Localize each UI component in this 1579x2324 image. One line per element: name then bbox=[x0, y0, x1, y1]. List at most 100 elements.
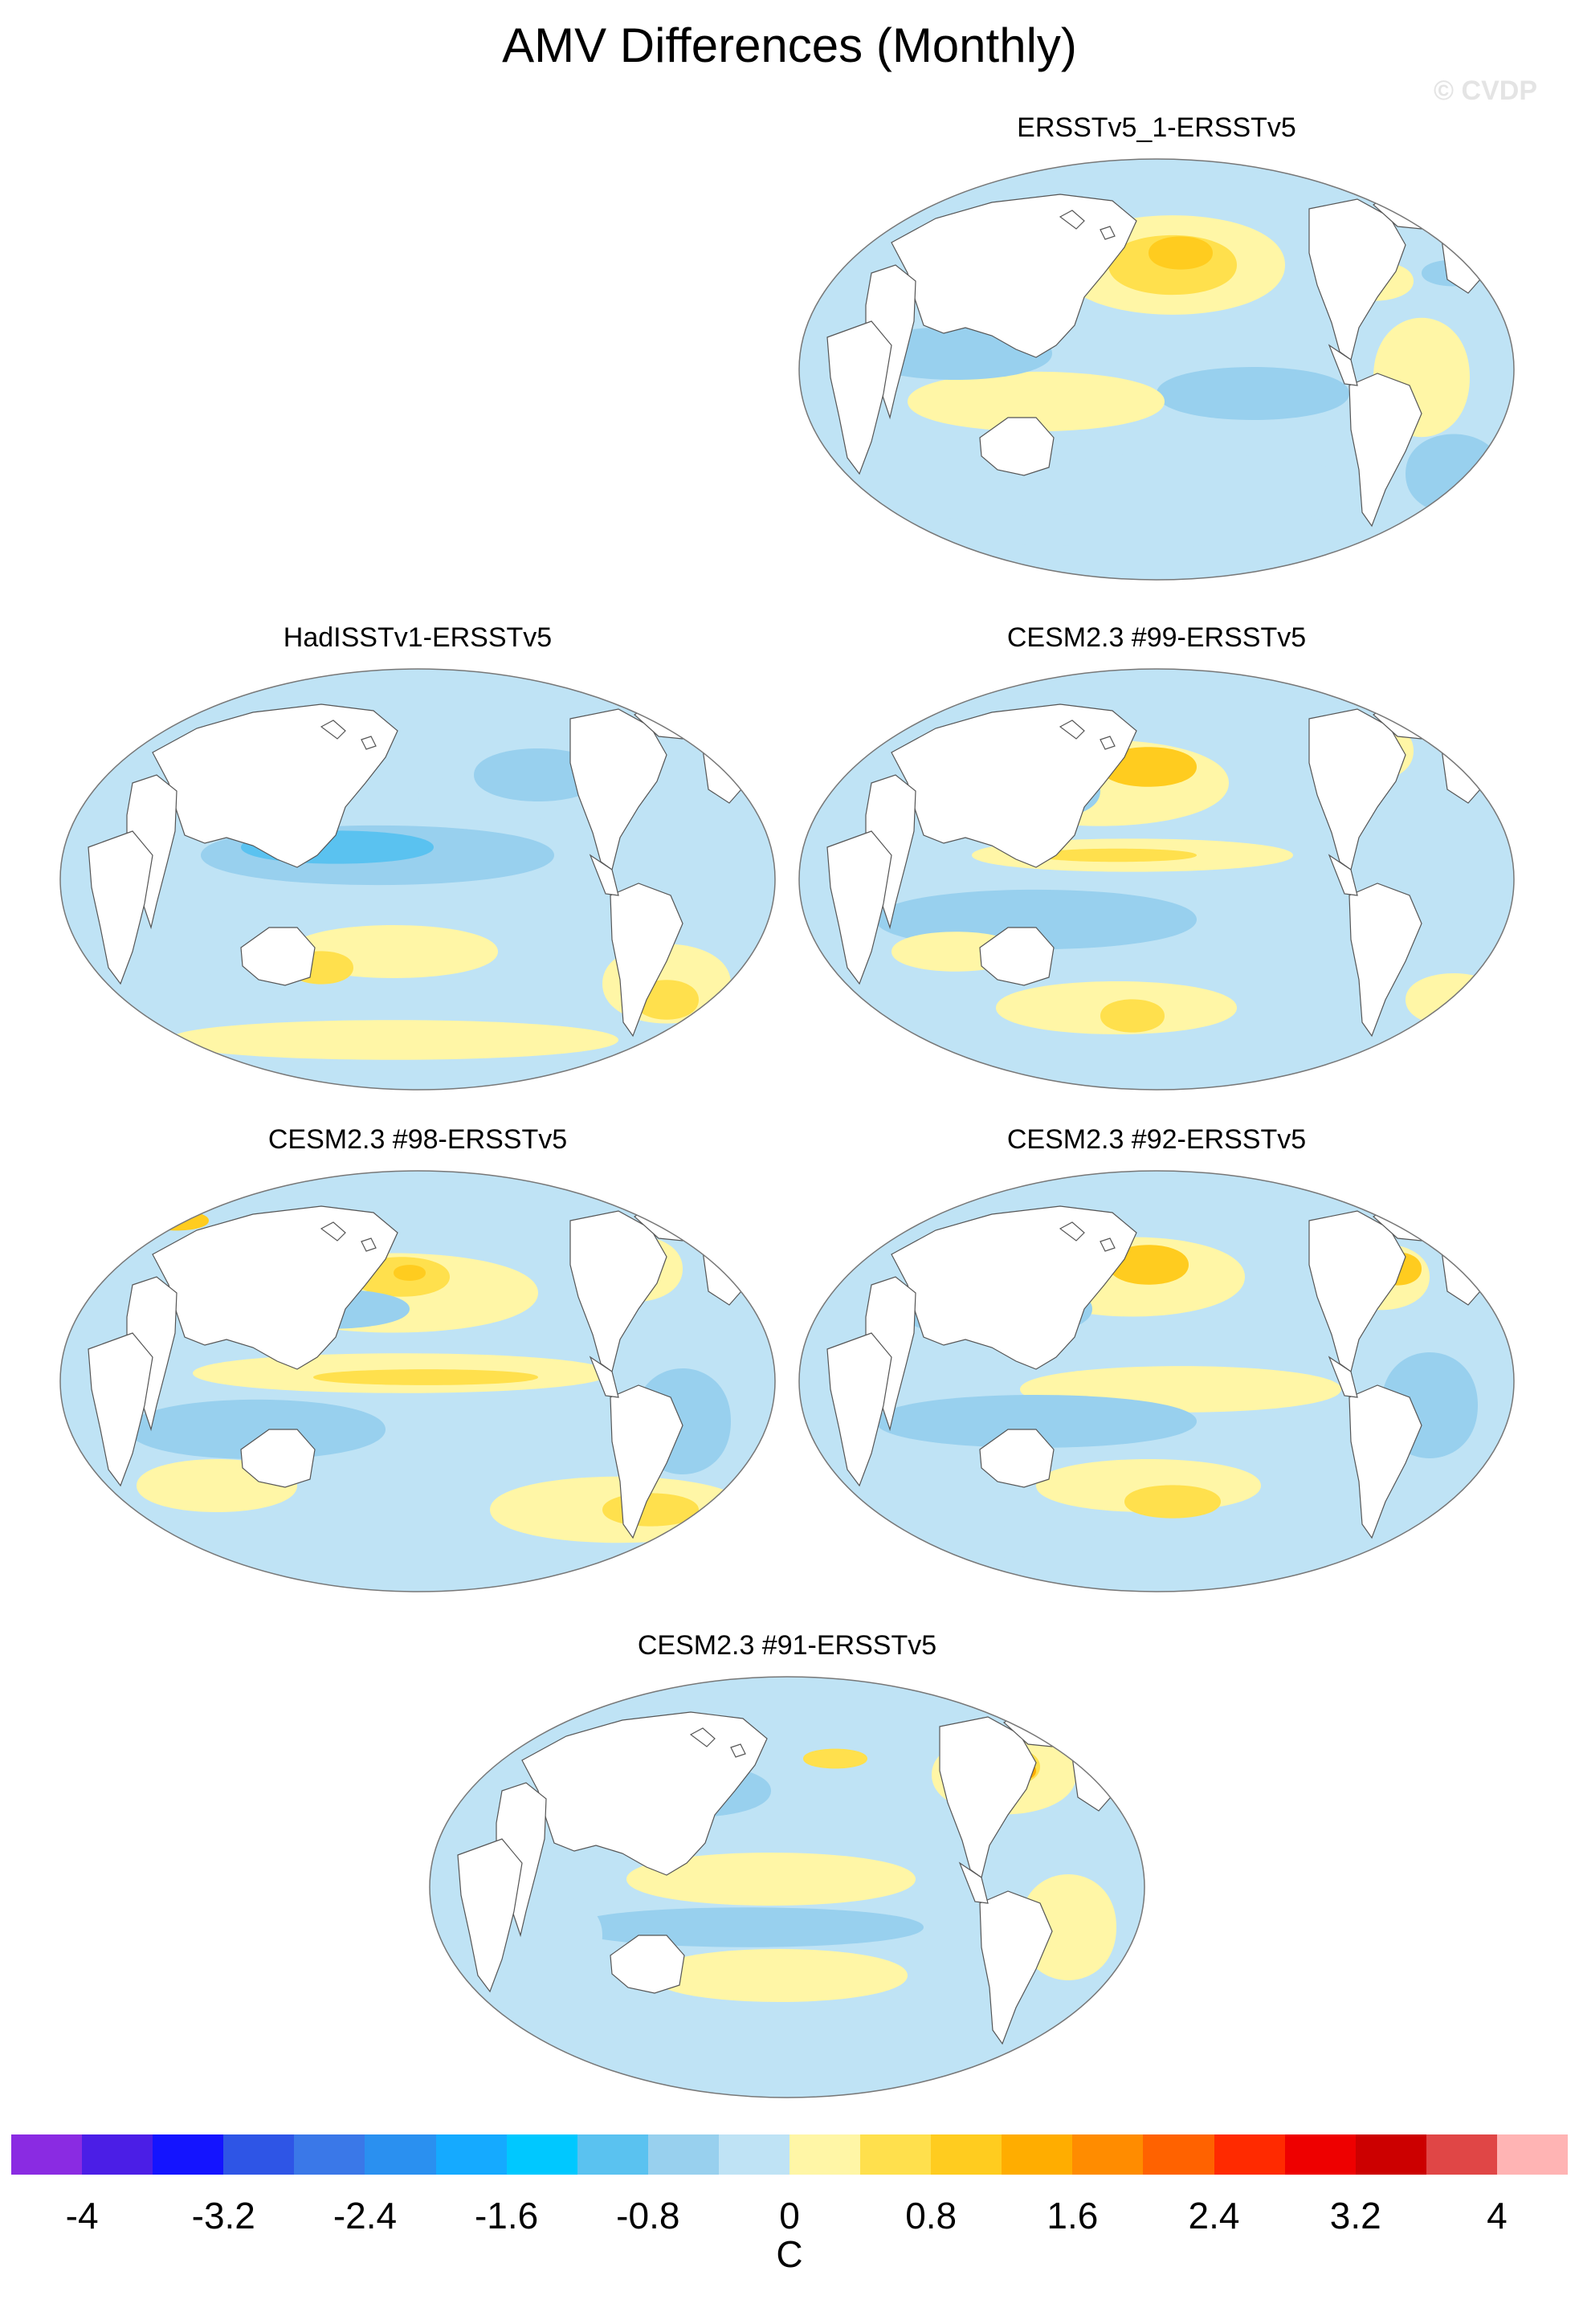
land-mass bbox=[826, 830, 892, 985]
land-mass bbox=[1348, 883, 1422, 1038]
map-border bbox=[798, 1170, 1515, 1592]
anomaly-contour bbox=[145, 1210, 209, 1231]
map-panel-hadisstv1: HadISSTv1-ERSSTv5 bbox=[56, 622, 779, 1104]
map-panel-cesm98: CESM2.3 #98-ERSSTv5 bbox=[56, 1124, 779, 1606]
watermark: © CVDP bbox=[1434, 75, 1537, 106]
colorbar bbox=[11, 2134, 1569, 2175]
land-mass bbox=[730, 1743, 746, 1758]
colorbar-labels: -4 -3.2 -2.4 -1.6 -0.8 0 0.8 1.6 2.4 3.2 4 bbox=[0, 2194, 1579, 2242]
panel-title: CESM2.3 #99-ERSSTv5 bbox=[1006, 622, 1307, 653]
panel-title: CESM2.3 #92-ERSSTv5 bbox=[1006, 1124, 1307, 1155]
colorbar-box bbox=[1355, 2134, 1427, 2175]
land-mass bbox=[589, 854, 619, 896]
map-border bbox=[798, 668, 1515, 1091]
land-mass bbox=[979, 1429, 1055, 1488]
anomaly-contour bbox=[908, 371, 1165, 432]
land-mass bbox=[1100, 226, 1116, 240]
land-mass bbox=[891, 703, 1137, 868]
land-mass bbox=[152, 1205, 398, 1370]
land-mass bbox=[361, 1237, 377, 1252]
land-mass bbox=[457, 1838, 523, 1993]
colorbar-tick-label: 4 bbox=[1487, 2195, 1508, 2236]
colorbar-box bbox=[1002, 2134, 1073, 2175]
land-mass bbox=[1328, 1356, 1358, 1398]
colorbar-box bbox=[1284, 2134, 1357, 2175]
anomaly-contour bbox=[1157, 367, 1349, 420]
world-map bbox=[798, 1170, 1515, 1592]
land-mass bbox=[1100, 1237, 1116, 1252]
colorbar-tick-label: -4 bbox=[65, 2195, 99, 2236]
colorbar-box bbox=[1214, 2134, 1286, 2175]
land-mass bbox=[826, 1332, 892, 1487]
anomaly-contour bbox=[1124, 1485, 1221, 1519]
panel-title: CESM2.3 #98-ERSSTv5 bbox=[267, 1124, 568, 1155]
colorbar-box bbox=[294, 2134, 365, 2175]
land-mass bbox=[689, 1727, 716, 1747]
colorbar-tick-label: -2.4 bbox=[333, 2195, 398, 2236]
colorbar-tick-label: -1.6 bbox=[474, 2195, 539, 2236]
colorbar-box bbox=[365, 2134, 437, 2175]
land-mass bbox=[1328, 854, 1358, 896]
land-mass bbox=[958, 1861, 989, 1904]
land-mass bbox=[88, 1332, 153, 1487]
land-mass bbox=[1328, 344, 1358, 386]
land-mass bbox=[361, 736, 377, 750]
land-mass bbox=[1059, 1221, 1085, 1242]
world-map bbox=[798, 668, 1515, 1091]
land-mass bbox=[1059, 720, 1085, 740]
figure-title: AMV Differences (Monthly) bbox=[502, 18, 1077, 72]
colorbar-tick-label: -3.2 bbox=[191, 2195, 255, 2236]
land-mass bbox=[521, 1711, 768, 1876]
land-mass bbox=[1348, 373, 1422, 528]
colorbar-box bbox=[11, 2134, 83, 2175]
land-mass bbox=[88, 830, 153, 985]
world-map bbox=[59, 668, 776, 1091]
anomaly-contour bbox=[803, 1748, 867, 1769]
land-mass bbox=[610, 883, 683, 1038]
colorbar-box bbox=[1143, 2134, 1215, 2175]
world-map bbox=[59, 1170, 776, 1592]
land-mass bbox=[240, 1429, 316, 1488]
colorbar-box bbox=[223, 2134, 295, 2175]
map-panel-ersstv5-1: ERSSTv5_1-ERSSTv5 bbox=[795, 112, 1518, 594]
anomaly-contour bbox=[996, 453, 1365, 527]
land-mass bbox=[1100, 736, 1116, 750]
anomaly-contour bbox=[651, 1949, 908, 2002]
map-panel-cesm92: CESM2.3 #92-ERSSTv5 bbox=[795, 1124, 1518, 1606]
colorbar-box bbox=[153, 2134, 224, 2175]
anomaly-contour bbox=[1325, 166, 1454, 187]
colorbar-tick-label: 2.4 bbox=[1188, 2195, 1240, 2236]
colorbar-box bbox=[931, 2134, 1002, 2175]
anomaly-contour bbox=[1020, 1874, 1116, 1980]
anomaly-contour bbox=[129, 1399, 386, 1460]
land-mass bbox=[1059, 210, 1085, 230]
anomaly-contour bbox=[1100, 999, 1165, 1033]
land-mass bbox=[891, 194, 1137, 358]
anomaly-contour bbox=[892, 513, 1373, 547]
units-label: C bbox=[776, 2233, 803, 2275]
anomaly-contour bbox=[1406, 434, 1502, 514]
panel-title: ERSSTv5_1-ERSSTv5 bbox=[1017, 112, 1296, 143]
anomaly-contour bbox=[169, 1020, 618, 1060]
land-mass bbox=[152, 703, 398, 868]
colorbar-box bbox=[506, 2134, 578, 2175]
land-mass bbox=[979, 417, 1055, 476]
land-mass bbox=[610, 1384, 683, 1539]
anomaly-contour bbox=[916, 166, 996, 187]
land-mass bbox=[610, 1935, 685, 1994]
anomaly-contour bbox=[1406, 973, 1502, 1026]
anomaly-contour bbox=[1149, 236, 1213, 270]
land-mass bbox=[1348, 1384, 1422, 1539]
land-mass bbox=[320, 720, 346, 740]
colorbar-tick-label: 0.8 bbox=[905, 2195, 957, 2236]
colorbar-box bbox=[82, 2134, 153, 2175]
colorbar-box bbox=[860, 2134, 932, 2175]
anomaly-contour bbox=[506, 1895, 602, 1975]
anomaly-contour bbox=[811, 1525, 1100, 1559]
panel-title: HadISSTv1-ERSSTv5 bbox=[283, 622, 553, 653]
map-border bbox=[798, 158, 1515, 581]
land-mass bbox=[240, 927, 316, 986]
colorbar-box bbox=[647, 2134, 720, 2175]
map-panel-cesm99: CESM2.3 #99-ERSSTv5 bbox=[795, 622, 1518, 1104]
map-border bbox=[59, 668, 776, 1091]
